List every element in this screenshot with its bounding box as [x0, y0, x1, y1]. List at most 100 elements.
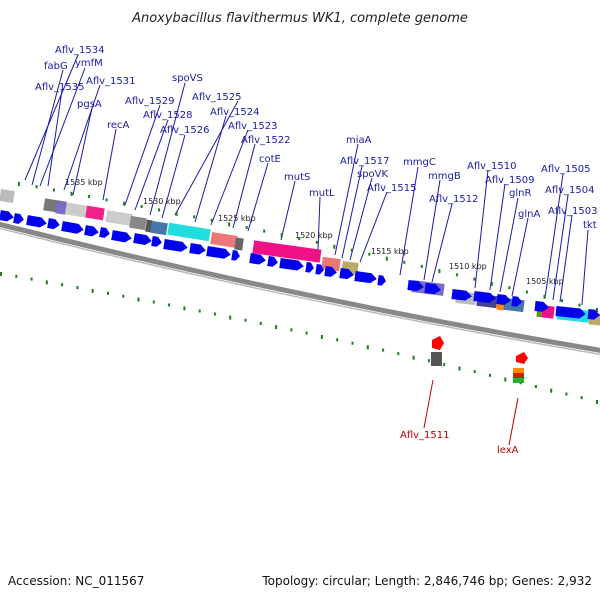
gc-dot	[76, 286, 79, 290]
gc-dot	[0, 272, 2, 276]
gene-label: spoVS	[172, 73, 203, 84]
gc-dot	[107, 291, 109, 295]
gc-dot	[368, 252, 371, 256]
gc-dot	[412, 355, 415, 360]
gene-arrow	[424, 283, 441, 295]
gene-arrow	[339, 268, 354, 280]
gene-label: cotE	[259, 154, 281, 165]
gc-dot	[158, 208, 161, 212]
gc-dot	[91, 288, 94, 293]
gc-dot	[168, 303, 171, 307]
gene-arrow	[354, 271, 377, 284]
gc-dot	[228, 222, 231, 227]
gc-dot	[70, 191, 73, 196]
gene-arrow	[267, 256, 278, 267]
gc-dot	[122, 294, 125, 298]
gc-dot	[18, 182, 20, 186]
gene-arrow	[61, 221, 84, 234]
gene-arrow	[587, 309, 600, 320]
gene-label: Aflv_1526	[160, 125, 210, 136]
gene-labels: Aflv_1534 fabG ymfM Aflv_1535 Aflv_1531 …	[35, 45, 598, 231]
gc-dots-outer	[18, 182, 598, 312]
gene-label: Aflv_1529	[125, 96, 175, 107]
gc-dot	[213, 312, 216, 316]
gc-dot	[397, 352, 400, 356]
gene-arrow	[534, 301, 549, 312]
gene-label: Aflv_1525	[192, 92, 242, 103]
gc-dot	[336, 338, 339, 342]
gc-dot	[508, 286, 511, 290]
gc-dot	[596, 400, 598, 404]
gc-dot	[443, 362, 446, 366]
gene-arrow	[163, 239, 188, 252]
gene-arrow	[84, 225, 99, 237]
gene-label: miaA	[346, 135, 372, 146]
gc-dot	[382, 348, 385, 352]
gene-label: Aflv_1531	[86, 76, 136, 87]
tick-label: 1535 kbp	[65, 178, 103, 187]
map-title: Anoxybacillus flavithermus WK1, complete…	[131, 11, 468, 26]
gc-dot	[596, 308, 598, 312]
gc-dot	[580, 396, 583, 400]
gene-arrow	[279, 258, 304, 271]
gene-label: ymfM	[75, 58, 103, 69]
genome-backbone	[0, 221, 600, 353]
gc-dot	[30, 277, 33, 281]
gene-arrow	[26, 215, 47, 228]
gc-dot	[88, 195, 91, 198]
gc-dot	[183, 306, 186, 311]
gene-label: Aflv_1509	[485, 175, 535, 186]
gene-label: Aflv_1503	[548, 206, 598, 217]
gene-arrow	[249, 253, 266, 265]
gc-dot	[525, 290, 528, 294]
gene-arrow	[206, 246, 231, 259]
gene-label: Aflv_1528	[143, 110, 193, 121]
gc-dot	[504, 377, 507, 382]
gc-dot	[290, 328, 293, 332]
gene-label: Aflv_1534	[55, 45, 105, 56]
gc-dot	[351, 341, 354, 345]
gc-dot	[455, 273, 458, 277]
gc-dot	[137, 297, 140, 302]
gc-dot	[275, 325, 278, 330]
gc-dot	[320, 335, 323, 339]
tick-label: 1530 kbp	[143, 197, 181, 206]
gc-dot	[550, 388, 553, 393]
gc-dot	[534, 385, 537, 388]
gc-dot	[229, 315, 232, 320]
gene-arrow	[473, 291, 496, 303]
tick-label: 1515 kbp	[371, 247, 409, 256]
gc-dot	[473, 277, 476, 281]
gene-arrow	[99, 227, 110, 238]
gc-dot	[210, 218, 213, 222]
gc-dot	[193, 215, 196, 219]
gc-dot	[366, 345, 369, 350]
tick-label: 1525 kbp	[218, 214, 256, 223]
gene-arrow	[151, 236, 162, 247]
gc-dot	[305, 331, 308, 335]
gc-dot	[61, 283, 64, 287]
gc-dot	[15, 274, 18, 278]
gene-label-red: Aflv_1511	[400, 430, 450, 441]
gc-dot	[490, 281, 493, 286]
gc-dots-inner	[0, 272, 598, 404]
gc-dot	[198, 309, 201, 313]
gc-dot	[105, 198, 108, 202]
gc-dot	[35, 185, 38, 189]
gene-arrow	[133, 233, 152, 246]
gene-arrow	[407, 280, 424, 292]
gene-label: mutL	[309, 188, 335, 199]
gene-label: Aflv_1505	[541, 164, 591, 175]
gene-arrow	[451, 289, 472, 301]
tick-label: 1520 kbp	[295, 231, 333, 240]
gc-dot	[543, 294, 546, 299]
gc-dot	[45, 280, 48, 285]
kbp-ticks: 1535 kbp 1530 kbp 1525 kbp 1520 kbp 1515…	[65, 178, 564, 286]
gc-dot	[333, 244, 336, 249]
gene-arrow	[511, 296, 522, 307]
gc-dot	[458, 366, 461, 371]
gene-label: glnR	[509, 188, 531, 199]
gene-arrow	[231, 250, 240, 261]
label-leaders	[24, 54, 589, 306]
gene-label: mmgB	[428, 171, 461, 182]
